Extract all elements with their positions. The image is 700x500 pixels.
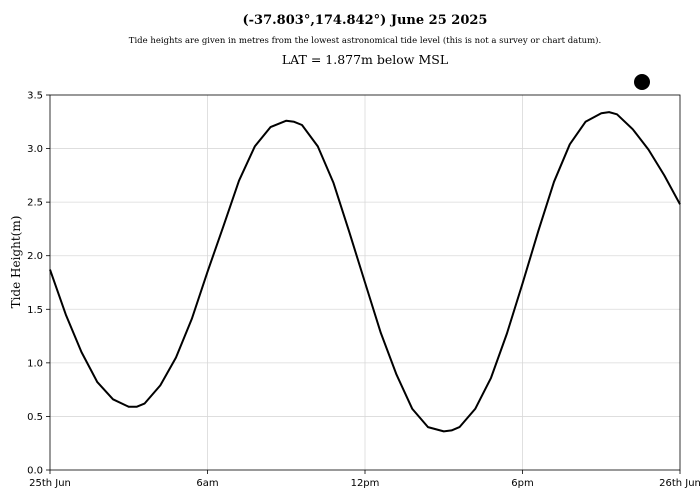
y-tick-label: 3.5: [27, 91, 43, 102]
y-tick-label: 2.0: [27, 251, 43, 262]
y-tick-label: 0.5: [27, 412, 43, 423]
y-axis-label: Tide Height(m): [9, 216, 23, 309]
axis-ticks: [46, 94, 681, 474]
tide-height-line: [49, 111, 681, 433]
x-tick-label: 25th Jun: [29, 478, 71, 489]
chart-subtitle: Tide heights are given in metres from th…: [129, 35, 601, 46]
x-tick-label: 12pm: [351, 478, 380, 489]
datum-note: LAT = 1.877m below MSL: [282, 52, 448, 67]
x-tick-label: 26th Jun: [659, 478, 700, 489]
y-tick-label: 1.5: [27, 305, 43, 316]
x-tick-label: 6pm: [511, 478, 533, 489]
y-tick-label: 2.5: [27, 198, 43, 209]
y-tick-label: 1.0: [27, 358, 43, 369]
y-tick-label: 3.0: [27, 144, 43, 155]
y-tick-label: 0.0: [27, 466, 43, 477]
current-position-dot: [634, 74, 650, 90]
x-tick-label: 6am: [196, 478, 218, 489]
chart-title: (-37.803°,174.842°) June 25 2025: [243, 13, 488, 28]
tick-labels: 0.0 0.5 1.0 1.5 2.0 2.5 3.0 3.5 25th Jun 6am 12pm 6…: [27, 91, 700, 490]
